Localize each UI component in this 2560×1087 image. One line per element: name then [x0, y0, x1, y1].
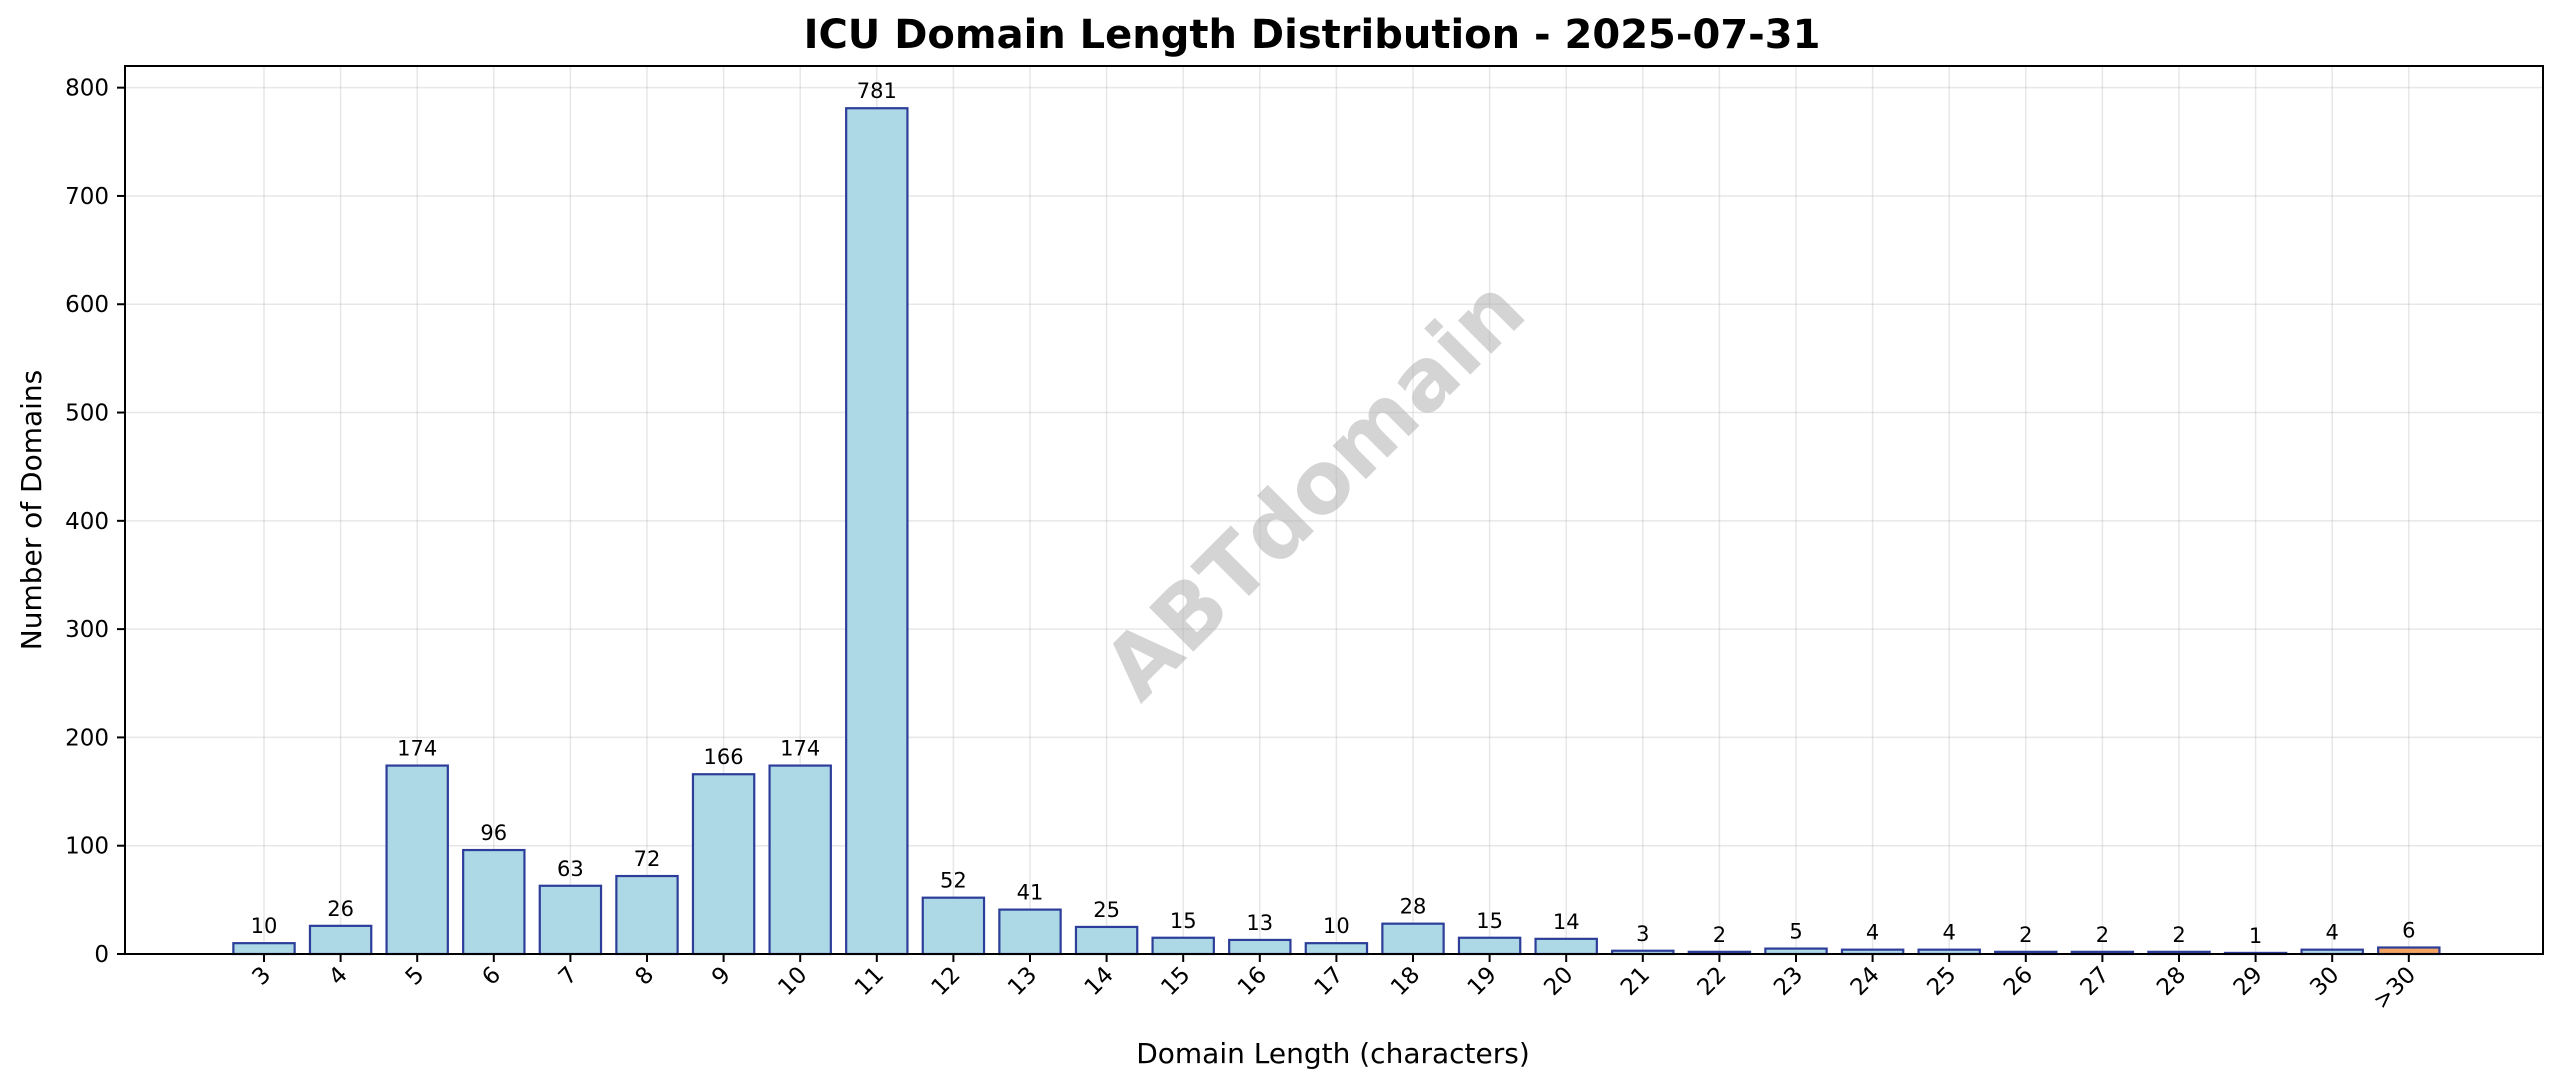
x-tick-label: 27: [2076, 962, 2115, 1001]
x-tick-label: 11: [850, 962, 889, 1001]
bar: [462, 848, 526, 956]
bar: [1151, 936, 1215, 956]
y-tick-label: 0: [94, 942, 109, 968]
data-label: 1: [2249, 924, 2262, 948]
x-axis-label: Domain Length (characters): [1136, 1037, 1530, 1070]
x-tick-label: 17: [1310, 962, 1349, 1001]
data-label: 2: [1713, 923, 1726, 947]
data-label: 166: [704, 745, 744, 769]
data-label: 174: [397, 737, 437, 761]
data-label: 4: [1943, 921, 1956, 945]
x-tick-label: 9: [707, 962, 736, 991]
bar: [1381, 922, 1445, 956]
bar: [615, 874, 679, 956]
data-label: 28: [1400, 895, 1427, 919]
x-tick-label: 20: [1539, 962, 1578, 1001]
x-tick-label: 13: [1003, 962, 1042, 1001]
x-tick-label: 26: [1999, 962, 2038, 1001]
bar: [768, 764, 832, 956]
x-tick-label: 4: [324, 962, 353, 991]
x-tick-label: 21: [1616, 962, 1655, 1001]
x-tick-label: 23: [1769, 962, 1808, 1001]
data-label: 72: [634, 847, 661, 871]
data-label: 10: [1323, 914, 1350, 938]
x-tick-label: 24: [1846, 962, 1885, 1001]
x-tick-label: 10: [773, 962, 812, 1001]
y-tick-label: 700: [65, 184, 109, 210]
data-label: 3: [1636, 922, 1649, 946]
data-label: 4: [1866, 921, 1879, 945]
data-label: 15: [1170, 909, 1197, 933]
data-label: 10: [251, 914, 278, 938]
x-tick-label: 16: [1233, 962, 1272, 1001]
x-tick-label: 15: [1156, 962, 1195, 1001]
data-label: 52: [940, 869, 967, 893]
bars-layer: [232, 107, 2441, 956]
x-tick-label: 5: [401, 962, 430, 991]
grid-layer: [125, 66, 2543, 955]
x-tick-label: 8: [631, 962, 660, 991]
data-label: 26: [327, 897, 354, 921]
bar: [1074, 925, 1139, 956]
y-tick-label: 500: [65, 401, 109, 427]
x-tick-label: 3: [248, 962, 277, 991]
x-tick-label: 7: [554, 962, 583, 991]
x-tick-label: 29: [2229, 962, 2268, 1001]
bar: [385, 764, 449, 956]
data-label: 6: [2402, 919, 2415, 943]
bar: [1457, 936, 1522, 956]
x-tick-label: 22: [1693, 962, 1732, 1001]
bar: [691, 773, 756, 956]
data-label: 41: [1017, 881, 1044, 905]
x-tick-label: 28: [2152, 962, 2191, 1001]
y-tick-label: 800: [65, 76, 109, 102]
data-label: 2: [2096, 923, 2109, 947]
data-label: 63: [557, 857, 584, 881]
bar: [232, 942, 296, 956]
x-tick-label: 14: [1080, 962, 1119, 1001]
data-label: 174: [780, 737, 820, 761]
data-label: 2: [2019, 923, 2032, 947]
watermark-text: ABTdomain: [1085, 260, 1544, 719]
x-tick-label: 25: [1922, 962, 1961, 1001]
y-tick-label: 600: [65, 292, 109, 318]
data-label: 13: [1246, 911, 1273, 935]
data-label: 25: [1093, 898, 1120, 922]
bar: [998, 908, 1062, 956]
y-tick-label: 100: [65, 834, 109, 860]
chart-title: ICU Domain Length Distribution - 2025-07…: [804, 12, 1821, 58]
plot-frame: [124, 65, 2544, 955]
y-tick-label: 400: [65, 509, 109, 535]
data-label: 14: [1553, 910, 1580, 934]
bar: [308, 924, 373, 956]
bar: [1534, 937, 1598, 956]
data-label: 4: [2326, 921, 2339, 945]
x-tick-label: 12: [927, 962, 966, 1001]
x-tick-label: 18: [1386, 962, 1425, 1001]
bar: [538, 884, 603, 956]
data-label: 5: [1789, 920, 1802, 944]
data-label: 781: [857, 79, 897, 103]
x-tick-label: >30: [2368, 962, 2421, 1015]
x-tick-label: 30: [2305, 962, 2344, 1001]
bar: [1228, 938, 1292, 956]
bar: [921, 896, 986, 956]
data-label: 15: [1476, 909, 1503, 933]
data-label: 2: [2172, 923, 2185, 947]
y-tick-label: 300: [65, 617, 109, 643]
x-tick-label: 19: [1463, 962, 1502, 1001]
bar: [1304, 942, 1369, 956]
x-tick-label: 6: [477, 962, 506, 991]
y-tick-label: 200: [65, 725, 109, 751]
data-label: 96: [480, 821, 507, 845]
y-axis-label: Number of Domains: [15, 370, 48, 651]
bar: [845, 107, 909, 956]
